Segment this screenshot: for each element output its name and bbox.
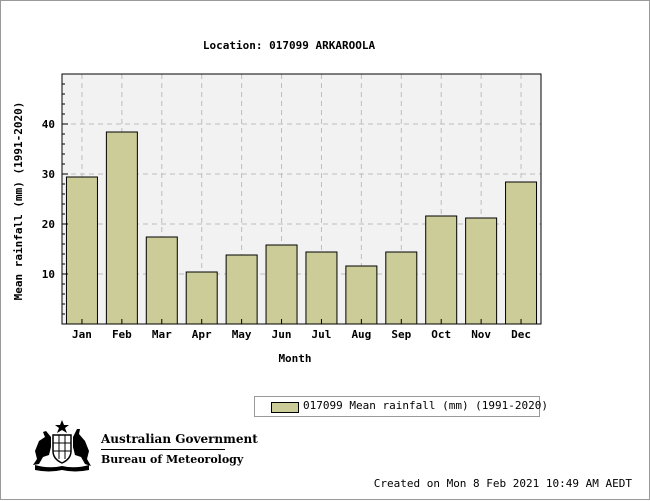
bar-jul [305,251,338,325]
y-tick-label: 30 [42,168,55,181]
x-tick-label: Apr [192,328,212,341]
created-timestamp: Created on Mon 8 Feb 2021 10:49 AM AEDT [373,477,632,490]
axis-ticks [62,83,522,324]
y-axis-label: Mean rainfall (mm) (1991-2020) [12,102,25,301]
plot-border [61,73,542,325]
bar-oct [425,215,458,325]
tick-labels: 10 20 30 40 Jan Feb Mar Apr May Jun Jul Aug Sep Oct No… [42,118,531,341]
x-tick-label: Dec [511,328,531,341]
chart-title: Location: 017099 ARKAROOLA [203,39,376,52]
coat-of-arms-icon [33,420,91,472]
bar-dec [505,181,538,325]
legend: 017099 Mean rainfall (mm) (1991-2020) [254,396,548,417]
bar-nov [465,217,498,325]
bar-apr [185,271,218,325]
x-tick-label: May [232,328,252,341]
legend-label: 017099 Mean rainfall (mm) (1991-2020) [303,399,549,412]
bar-jun [265,244,298,325]
government-name: Australian Government [101,432,258,446]
x-axis-label: Month [278,352,311,365]
y-tick-label: 20 [42,218,55,231]
x-tick-label: Jun [272,328,292,341]
x-tick-label: Feb [112,328,132,341]
bar-aug [345,265,378,325]
bom-logo: Australian Government Bureau of Meteorol… [29,419,258,473]
plot-area [62,74,541,324]
bar-feb [105,131,138,325]
x-tick-label: Oct [431,328,451,341]
y-tick-label: 40 [42,118,55,131]
legend-swatch [271,402,299,413]
x-tick-label: Aug [351,328,371,341]
bar-mar [145,236,178,325]
bar-may [225,254,258,325]
x-tick-label: Mar [152,328,172,341]
bar-sep [385,251,418,325]
logo-divider [101,449,225,450]
x-tick-label: Nov [471,328,491,341]
x-tick-label: Jul [312,328,332,341]
x-tick-label: Jan [72,328,92,341]
x-tick-label: Sep [391,328,411,341]
y-tick-label: 10 [42,268,55,281]
bar-jan [65,176,98,325]
bureau-name: Bureau of Meteorology [101,453,244,466]
